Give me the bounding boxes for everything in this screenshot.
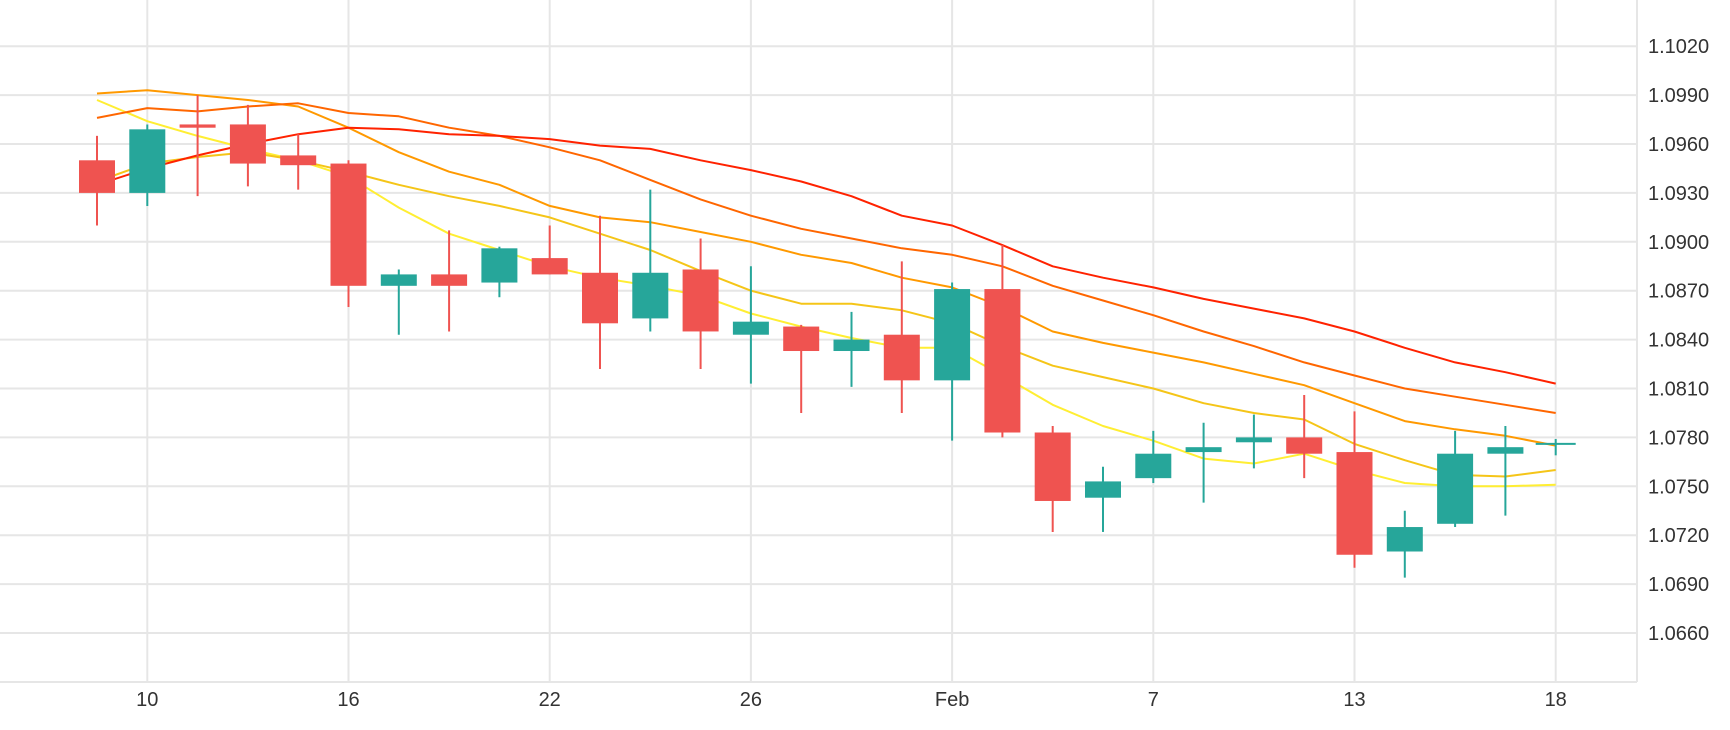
y-tick-label: 1.0780: [1648, 427, 1709, 449]
y-tick-label: 1.0930: [1648, 183, 1709, 205]
x-axis: 10 16 22 26 Feb 7 13 18: [136, 689, 1567, 711]
candle-body: [431, 274, 468, 286]
candle-down: [280, 134, 317, 190]
candle-body: [481, 248, 518, 283]
y-tick-label: 1.0870: [1648, 281, 1709, 303]
y-tick-label: 1.1020: [1648, 36, 1709, 58]
candle-up: [129, 124, 166, 206]
x-tick-label: 16: [337, 689, 359, 711]
candle-up: [1487, 425, 1524, 516]
x-tick-label: 7: [1148, 689, 1159, 711]
candle-up: [934, 282, 971, 441]
candle-body: [1085, 481, 1121, 498]
x-tick-label: 26: [740, 689, 762, 711]
candle-body: [732, 321, 769, 335]
candle-down: [179, 95, 216, 197]
candle-body: [129, 129, 166, 193]
x-tick-label: 22: [539, 689, 561, 711]
candle-up: [1135, 430, 1172, 484]
y-axis: 1.1020 1.0990 1.0960 1.0930 1.0900 1.0870 1.08…: [1648, 36, 1709, 645]
candle-up: [481, 246, 518, 298]
series-line-4: [96, 102, 1556, 414]
candle-down: [582, 215, 618, 369]
candle-body: [984, 289, 1021, 433]
candle-body: [682, 269, 719, 332]
candle-down: [431, 230, 468, 332]
candle-body: [883, 334, 920, 381]
candle-up: [1235, 414, 1272, 469]
candle-down: [1286, 395, 1323, 479]
candle-body: [330, 163, 367, 286]
candle-up: [1535, 439, 1576, 456]
candle-body: [1437, 453, 1474, 524]
candle-body: [531, 258, 568, 275]
candle-down: [531, 225, 568, 275]
candle-body: [280, 155, 317, 166]
x-tick-label: 13: [1343, 689, 1365, 711]
candle-up: [1085, 466, 1121, 532]
candle-body: [833, 339, 870, 352]
x-tick-label: Feb: [935, 689, 969, 711]
candle-body: [1034, 432, 1071, 501]
candle-body: [1135, 453, 1172, 479]
candle-body: [229, 124, 266, 164]
candle-body: [582, 272, 618, 324]
candle-down: [682, 238, 719, 369]
candle-body: [783, 326, 820, 352]
y-tick-label: 1.0900: [1648, 232, 1709, 254]
candle-down: [79, 135, 115, 226]
candle-up: [632, 189, 669, 332]
y-tick-label: 1.0720: [1648, 525, 1709, 547]
candle-body: [380, 274, 417, 286]
y-tick-label: 1.0840: [1648, 330, 1709, 352]
candle-down: [984, 245, 1021, 438]
candle-up: [380, 269, 417, 335]
candle-down: [783, 324, 820, 413]
y-tick-label: 1.0810: [1648, 379, 1709, 401]
candle-body: [1386, 527, 1423, 552]
candle-down: [229, 104, 266, 187]
series-line-5: [96, 126, 1556, 385]
x-tick-label: 10: [136, 689, 158, 711]
y-tick-label: 1.0960: [1648, 134, 1709, 156]
series-line-3: [96, 89, 1556, 447]
moving-average-lines: [96, 89, 1556, 488]
candle-body: [1336, 452, 1373, 555]
candle-body: [79, 160, 115, 193]
candle-up: [1386, 510, 1423, 578]
candle-body: [1235, 437, 1272, 443]
candle-down: [330, 160, 367, 307]
x-tick-label: 18: [1545, 689, 1567, 711]
candle-up: [1437, 430, 1474, 528]
candle-body: [1185, 447, 1222, 453]
candle-up: [833, 311, 870, 387]
candle-body: [1487, 447, 1524, 454]
y-tick-label: 1.0750: [1648, 476, 1709, 498]
candle-down: [1034, 425, 1071, 532]
y-tick-label: 1.0990: [1648, 85, 1709, 107]
candles: [79, 95, 1576, 578]
candle-down: [883, 261, 920, 413]
candle-body: [632, 272, 669, 319]
candle-body: [179, 124, 216, 128]
candle-up: [732, 266, 769, 384]
candle-body: [1286, 437, 1323, 454]
candle-down: [1336, 411, 1373, 568]
series-line-2: [96, 151, 1556, 478]
candle-body: [934, 289, 971, 381]
candle-up: [1185, 422, 1222, 503]
y-tick-label: 1.0660: [1648, 623, 1709, 645]
y-tick-label: 1.0690: [1648, 574, 1709, 596]
